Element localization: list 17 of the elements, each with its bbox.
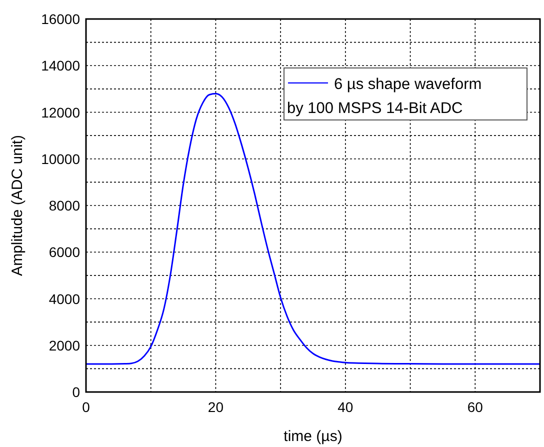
legend-label: 6 µs shape waveform by 100 MSPS 14-Bit ADC (287, 76, 482, 117)
y-tick-label: 10000 (41, 150, 80, 167)
y-tick-label: 0 (72, 384, 80, 400)
y-tick-label: 6000 (48, 244, 80, 260)
y-tick-label: 2000 (48, 337, 80, 354)
y-axis-title: Amplitude (ADC unit) (9, 135, 26, 276)
line-series (85, 92, 541, 365)
y-tick-label: 4000 (48, 290, 80, 307)
x-tick-label: 20 (208, 399, 224, 415)
x-tick-label: 40 (338, 399, 354, 415)
y-tick-label: 16000 (41, 11, 80, 27)
x-tick-label: 60 (467, 399, 484, 415)
x-tick-label: 0 (82, 399, 90, 415)
y-tick-label: 14000 (41, 58, 80, 74)
x-axis-title: time (µs) (284, 428, 342, 445)
y-tick-label: 8000 (48, 198, 80, 214)
y-tick-label: 12000 (41, 104, 80, 120)
